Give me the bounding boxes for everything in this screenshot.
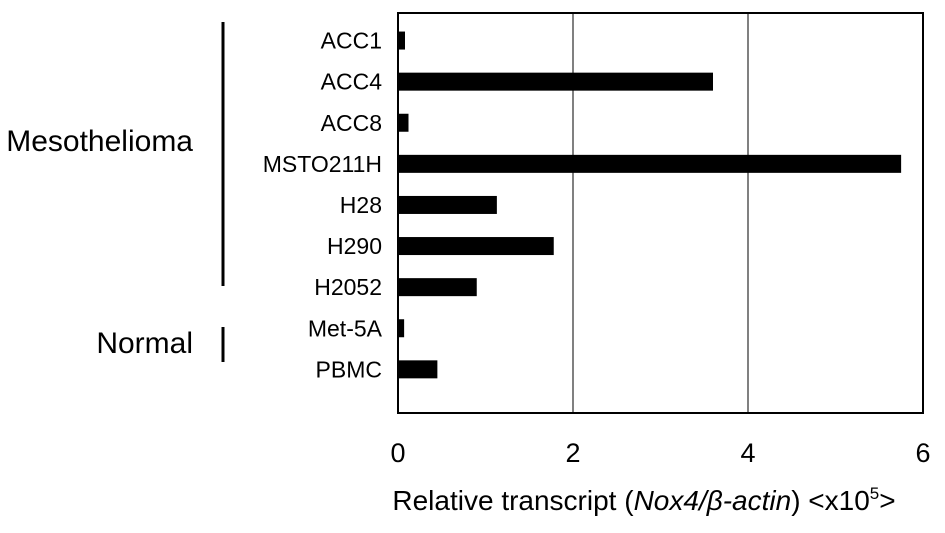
bar-h290 (398, 237, 554, 256)
x-title-slash: / (697, 485, 710, 516)
x-tick-label-0: 0 (390, 438, 405, 468)
x-title-prefix: Relative transcript ( (392, 485, 634, 516)
x-title-beta: β (706, 485, 723, 516)
x-axis-title: Relative transcript (Nox4/β-actin) <x105… (392, 484, 895, 516)
x-tick-label-2: 2 (565, 438, 580, 468)
category-label-h2052: H2052 (314, 274, 382, 300)
category-label-h28: H28 (340, 192, 382, 218)
group-label-normal: Normal (96, 327, 193, 360)
x-title-gene: Nox4 (634, 485, 699, 516)
x-title-ref: -actin (723, 485, 791, 516)
bar-acc8 (398, 113, 409, 132)
group-label-mesothelioma: Mesothelioma (6, 125, 193, 158)
category-label-acc1: ACC1 (321, 28, 382, 54)
category-label-acc8: ACC8 (321, 110, 382, 136)
x-tick-label-4: 4 (740, 438, 755, 468)
x-title-suffix: ) <x10 (791, 485, 870, 516)
x-tick-label-6: 6 (915, 438, 930, 468)
bar-acc1 (398, 31, 405, 50)
bar-met-5a (398, 319, 405, 338)
x-title-close: > (879, 485, 895, 516)
category-label-msto211h: MSTO211H (263, 151, 382, 177)
bar-h28 (398, 195, 497, 214)
category-label-met-5a: Met-5A (308, 315, 383, 341)
bar-msto211h (398, 154, 902, 173)
category-label-acc4: ACC4 (321, 69, 383, 95)
bar-pbmc (398, 360, 438, 379)
category-label-h290: H290 (327, 233, 382, 259)
bar-acc4 (398, 72, 713, 91)
bar-h2052 (398, 278, 477, 297)
x-title-exponent: 5 (870, 484, 879, 503)
category-label-pbmc: PBMC (316, 356, 382, 382)
